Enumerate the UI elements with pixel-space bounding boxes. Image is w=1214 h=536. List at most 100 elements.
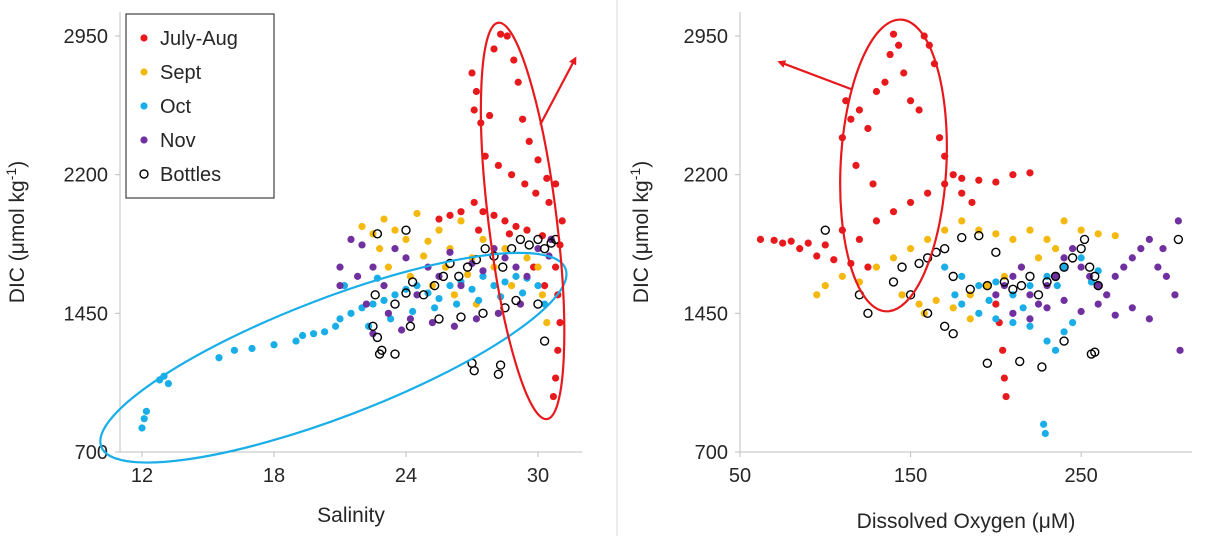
chart2-bottles-point [983,359,991,367]
chart1-oct-point [336,315,343,322]
chart2-bottles-point [1086,263,1094,271]
chart1-july-aug-point [504,32,511,39]
chart2-july-aug-point [771,237,778,244]
chart1-bottles-point [479,309,487,317]
chart1-oct-point [347,310,354,317]
chart1-bottles-point [391,350,399,358]
chart1-nov-point [501,254,508,261]
chart2-july-aug-point [864,125,871,132]
chart2-oct-point [1043,337,1050,344]
chart1-y-axis-title: DIC (μmol kg-1) [3,161,29,303]
chart1-july-aug-point [446,212,453,219]
chart2-july-aug-point [779,239,786,246]
chart2-sept-point [958,217,965,224]
chart1-x-tick-label: 30 [527,465,549,487]
chart1-nov-point [451,323,458,330]
chart2-sept-point [924,236,931,243]
chart2-july-aug-point [915,106,922,113]
chart1-nov-point [363,301,370,308]
chart2-july-aug-point [890,31,897,38]
chart2-sept-point [822,282,829,289]
chart2-bottles-point [941,322,949,330]
chart1-y-tick-label: 1450 [64,303,109,325]
chart1-july-aug-point [508,171,515,178]
chart1-bottles-point [464,263,472,271]
chart1-bottles-point [494,370,502,378]
chart2-sept-point [1095,230,1102,237]
chart2-sept-point [1009,236,1016,243]
chart2-nov-point [1176,347,1183,354]
chart2-oct-point [951,291,958,298]
chart2-oct-point [985,297,992,304]
chart1-oct-point [141,415,148,422]
chart1-july-aug-point [495,162,502,169]
chart2-nov-point [1069,245,1076,252]
chart1-nov-point [523,273,530,280]
chart1-bottles-point [516,235,524,243]
chart1-july-aug-point [506,230,513,237]
chart1-legend-label-bottles: Bottles [160,164,221,186]
chart2-oct-point [958,273,965,280]
chart2-oct-point [1009,319,1016,326]
chart1-oct-point [431,304,438,311]
chart1-nov-point [369,264,376,271]
chart2-nov-point [1009,310,1016,317]
chart2-july-aug-point [907,199,914,206]
chart1-y-tick-label: 2200 [64,165,109,187]
chart1-nov-point [473,315,480,322]
chart1-sept-point [539,291,546,298]
chart2-series-july-aug [757,31,1034,401]
chart1-x-axis-title: Salinity [317,504,385,527]
chart1-sept-point [376,245,383,252]
chart2-nov-point [1129,254,1136,261]
chart2-oct-point [1078,254,1085,261]
chart2-july-aug-point [950,171,957,178]
chart1-july-aug-point [510,56,517,63]
chart1-nov-point [512,264,519,271]
chart1-july-aug-point [512,223,519,230]
chart2-y-tick-label: 2200 [684,165,729,187]
chart2-july-aug-point [900,69,907,76]
chart1-series-nov [336,236,554,337]
chart2-july-aug-point [992,301,999,308]
chart1-sept-point [534,264,541,271]
chart2-bottles-point [898,263,906,271]
chart2-july-aug-point [873,217,880,224]
chart1-oct-point [310,330,317,337]
chart1-nov-point [391,245,398,252]
chart2-nov-point [1078,264,1085,271]
chart1-july-aug-point [468,69,475,76]
chart2-july-aug-point [1001,374,1008,381]
chart1-oct-point [519,289,526,296]
chart1-bottles-point [406,322,414,330]
chart1-july-aug-point [501,217,508,224]
chart2-series-sept [813,217,1119,322]
chart1-oct-point [435,295,442,302]
chart1-july-aug-point [554,347,561,354]
chart1-legend-marker-oct [140,102,147,109]
chart1-nov-point [446,249,453,256]
chart1-oct-point [321,328,328,335]
chart1-nov-point [354,273,361,280]
chart1-bottles-point [508,245,516,253]
chart1-july-aug-point [534,156,541,163]
chart1-bottles-point [534,235,542,243]
chart1-july-aug-point [543,175,550,182]
chart2-nov-point [1163,273,1170,280]
chart2-oct-point [1054,282,1061,289]
chart1-highlight-ellipse [80,213,587,502]
chart2-bottles-point [915,259,923,267]
chart1-bottles-point [373,333,381,341]
chart2-oct-point [1026,323,1033,330]
chart1-bottles-point [525,241,533,249]
chart2-sept-point [967,315,974,322]
chart1-nov-point [457,282,464,289]
chart2-sept-point [915,301,922,308]
chart1-july-aug-point [519,116,526,123]
chart2-nov-point [1159,245,1166,252]
chart2-sept-point [813,291,820,298]
chart2-nov-point [1060,297,1067,304]
chart2-july-aug-point [757,236,764,243]
chart2-nov-point [1146,315,1153,322]
chart2-oct-point [1020,304,1027,311]
